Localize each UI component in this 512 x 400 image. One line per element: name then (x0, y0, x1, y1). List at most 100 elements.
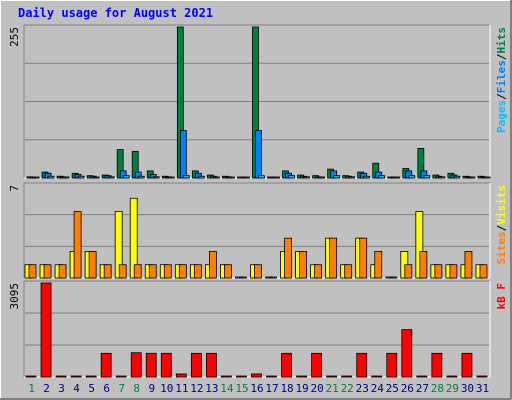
bar-pages (423, 175, 431, 179)
x-tick-label: 15 (235, 382, 248, 395)
x-tick-label: 13 (205, 382, 218, 395)
x-tick-label: 4 (73, 382, 80, 395)
bar-pages (363, 175, 371, 179)
bar-kb-f (371, 375, 383, 378)
bar-sites (269, 276, 277, 279)
y-max-label: 255 (8, 27, 21, 47)
legend: Pages/Files/Hits (495, 27, 508, 133)
bar-visits (415, 211, 424, 279)
bar-kb-f (281, 352, 292, 378)
bar-pages (303, 176, 310, 179)
chart-title: Daily usage for August 2021 (18, 6, 213, 20)
bar-pages (318, 176, 326, 179)
bar-pages (453, 175, 461, 179)
bar-pages (137, 175, 145, 179)
x-tick-label: 3 (58, 382, 65, 395)
bar-sites (73, 211, 82, 279)
x-tick-label: 21 (326, 382, 339, 395)
x-tick-label: 27 (416, 382, 429, 395)
panel-middle (24, 183, 490, 278)
bar-pages (92, 176, 100, 179)
bar-kb-f (40, 282, 52, 378)
x-tick-label: 31 (476, 382, 489, 395)
legend-entry: Visits (495, 185, 508, 225)
x-tick-label: 29 (446, 382, 459, 395)
bar-kb-f (386, 352, 398, 378)
bar-pages (77, 175, 85, 179)
bar-pages (393, 176, 401, 179)
bar-visits (129, 197, 138, 279)
bar-sites (163, 264, 172, 279)
bar-pages (228, 176, 235, 179)
bar-sites (254, 264, 262, 279)
bar-pages (47, 175, 55, 179)
legend-entry: Pages (495, 100, 508, 133)
bar-sites (133, 264, 142, 279)
bar-kb-f (341, 375, 353, 378)
y-max-label: 7 (8, 185, 21, 192)
bar-sites (449, 264, 458, 279)
bar-pages (197, 175, 205, 179)
bar-sites (239, 276, 247, 279)
x-tick-label: 10 (160, 382, 173, 395)
bar-kb-f (145, 352, 157, 378)
bar-pages (333, 175, 341, 179)
bar-sites (314, 264, 323, 279)
x-tick-label: 30 (461, 382, 474, 395)
x-tick-label: 17 (265, 382, 278, 395)
bar-sites (434, 264, 443, 279)
bar-kb-f (55, 375, 67, 378)
bar-pages (107, 176, 115, 179)
x-tick-label: 25 (386, 382, 399, 395)
bar-sites (284, 237, 292, 279)
bar-kb-f (70, 375, 82, 378)
bar-pages (438, 176, 446, 179)
bar-kb-f (401, 329, 413, 378)
bar-kb-f (476, 375, 488, 378)
bar-pages (122, 175, 130, 179)
bar-pages (258, 175, 265, 179)
bar-kb-f (356, 352, 368, 378)
x-tick-label: 7 (118, 382, 125, 395)
x-tick-label: 24 (371, 382, 385, 395)
bar-kb-f (446, 375, 458, 378)
bar-pages (288, 175, 295, 179)
bar-pages (273, 176, 280, 179)
bar-sites (479, 264, 488, 279)
x-tick-label: 20 (311, 382, 324, 395)
chart-marks (24, 26, 491, 378)
bar-kb-f (326, 375, 338, 378)
bar-kb-f (25, 375, 37, 378)
bar-sites (329, 237, 338, 279)
legend-entry: / (495, 53, 508, 60)
bar-sites (344, 264, 353, 279)
legend: Sites/Visits (495, 185, 508, 265)
bar-kb-f (100, 352, 112, 378)
bar-sites (88, 251, 97, 279)
x-tick-label: 18 (280, 382, 293, 395)
bar-pages (182, 175, 190, 179)
legend-entry: Files (495, 60, 508, 93)
bar-pages (32, 176, 40, 179)
bar-files (255, 130, 262, 179)
bar-kb-f (130, 352, 142, 378)
x-tick-label: 26 (401, 382, 414, 395)
x-tick-label: 6 (103, 382, 110, 395)
bar-kb-f (85, 375, 97, 378)
legend-entry: Sites (495, 231, 508, 264)
bar-kb-f (431, 352, 443, 378)
x-tick-label: 12 (190, 382, 203, 395)
bar-sites (103, 264, 112, 279)
legend-entry: / (495, 224, 508, 231)
bar-pages (468, 176, 476, 179)
bar-sites (299, 251, 307, 279)
bar-pages (408, 175, 416, 179)
bar-kb-f (160, 352, 172, 378)
x-tick-label: 14 (220, 382, 234, 395)
x-tick-label: 2 (43, 382, 50, 395)
bar-pages (378, 175, 386, 179)
bar-kb-f (416, 375, 428, 378)
bar-pages (243, 176, 250, 179)
